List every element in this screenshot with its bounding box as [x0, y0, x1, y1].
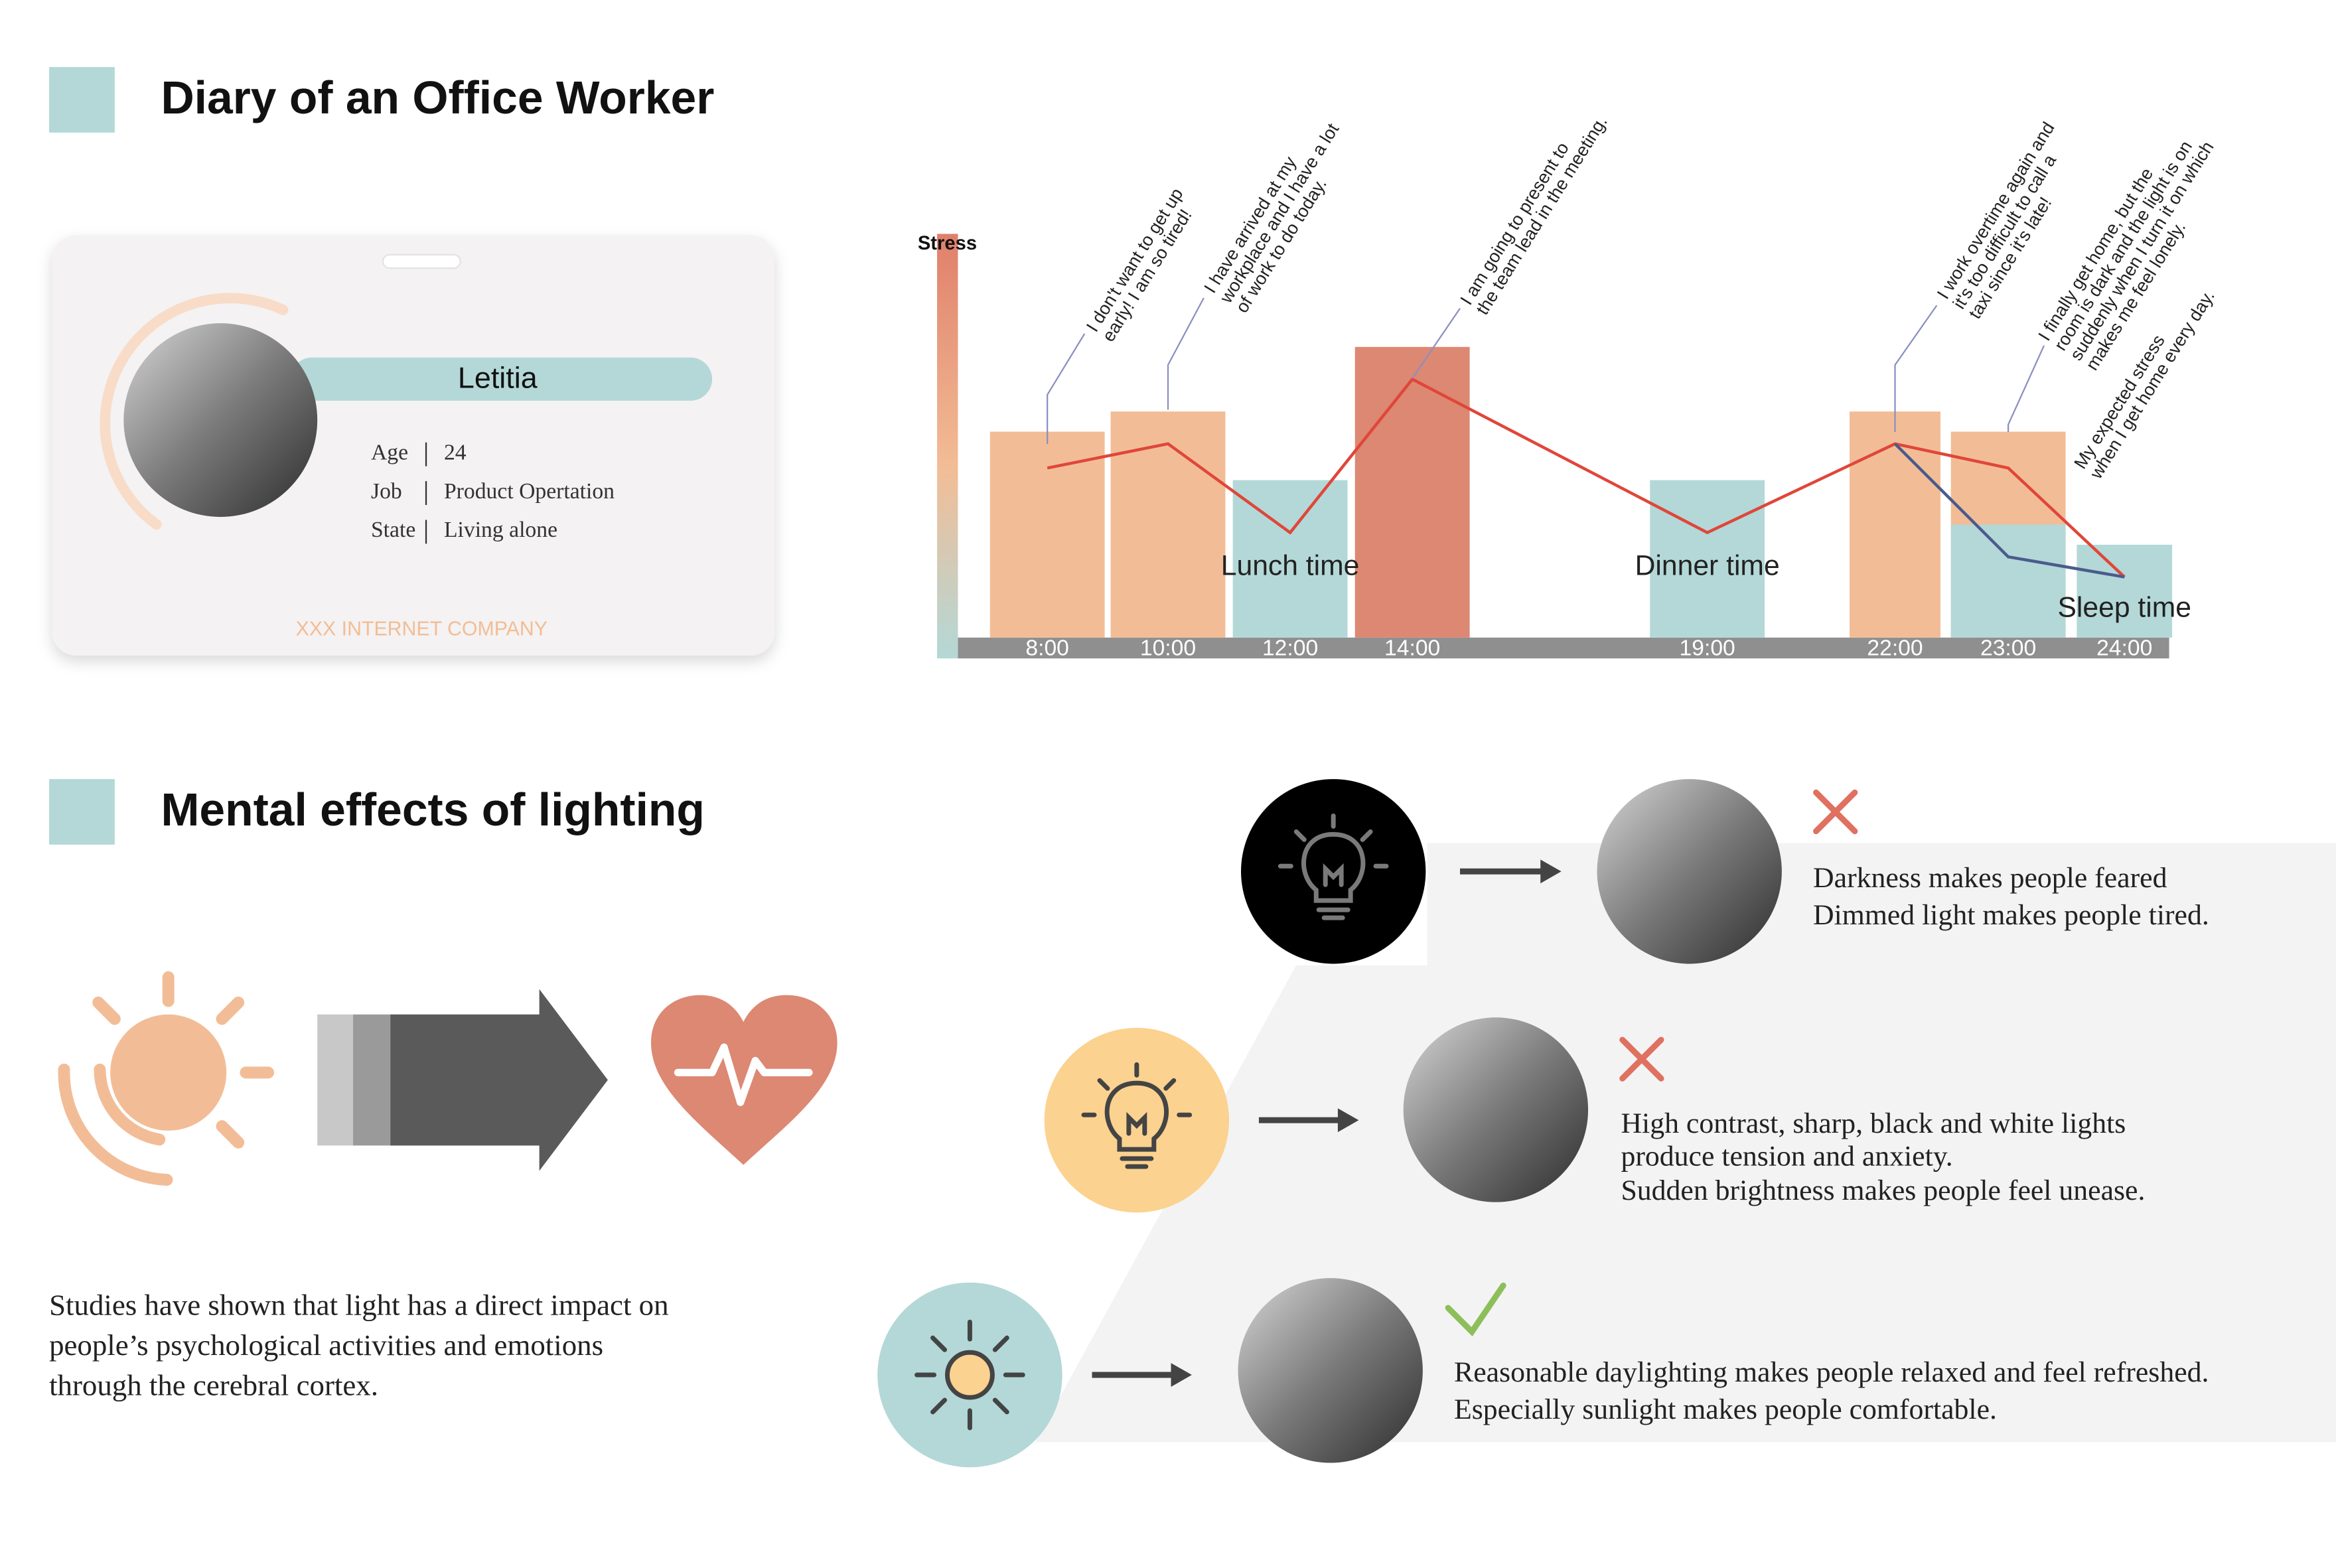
stress-line	[1893, 443, 2125, 579]
x-tick-label: 22:00	[1867, 636, 1923, 661]
row-text: Dimmed light makes people tired.	[1813, 899, 2209, 931]
sun-icon	[917, 1322, 1023, 1428]
name-bar	[290, 357, 713, 401]
note-text: I don't want to get upearly! I am so tir…	[1082, 184, 1203, 345]
bar	[989, 431, 1105, 638]
row-text: High contrast, sharp, black and white li…	[1621, 1107, 2126, 1139]
note-line: workplace and I have a lot	[1216, 119, 1343, 307]
row-text: produce tension and anxiety.	[1621, 1141, 1952, 1173]
bar	[1950, 524, 2066, 638]
row-text: Reasonable daylighting makes people rela…	[1454, 1356, 2209, 1388]
bar	[2077, 544, 2173, 638]
leader-line	[1412, 308, 1461, 379]
stress-line	[1047, 377, 2126, 579]
heart-icon	[651, 995, 838, 1165]
arrows	[1092, 859, 1562, 1388]
x-tick-label: 14:00	[1384, 636, 1440, 661]
id-card: Letitia Age 24 Job Product Opertation St…	[52, 235, 775, 656]
bar-annotation: Lunch time	[1221, 550, 1360, 582]
x-tick-label: 8:00	[1025, 636, 1069, 661]
leader-line	[1167, 297, 1204, 410]
stress-axis	[937, 234, 958, 659]
field-value: Product Opertation	[444, 479, 615, 504]
note-line: it's too difficult to call a	[1949, 151, 2060, 313]
note-text: I am going to present tothe team lead in…	[1457, 103, 1611, 319]
card-slot	[382, 253, 461, 269]
avatar-photo	[123, 323, 318, 517]
arrow-part	[353, 1014, 391, 1146]
card-name: Letitia	[458, 360, 538, 394]
note-line: I am going to present to	[1457, 139, 1573, 309]
note-text: I have arrived at myworkplace and I have…	[1200, 109, 1359, 317]
x-tick-label: 23:00	[1980, 636, 2036, 661]
bar	[1354, 346, 1470, 638]
time-axis	[958, 637, 2169, 659]
row-text: Especially sunlight makes people comfort…	[1454, 1393, 1997, 1425]
sun-icon	[110, 1014, 227, 1131]
field-label: State	[371, 518, 415, 542]
photo	[1403, 1017, 1589, 1202]
photo	[1597, 779, 1782, 964]
note-line: the team lead in the meeting.	[1472, 112, 1611, 318]
section-marker	[49, 67, 115, 133]
pulse-line	[674, 1043, 813, 1106]
avatar-arc	[100, 293, 289, 530]
note-text: I finally get home, but theroom is dark …	[2035, 118, 2234, 374]
arrow-part	[317, 1014, 354, 1146]
bar-annotation: Dinner time	[1635, 550, 1780, 582]
cross-icon	[1619, 1036, 1664, 1082]
arrow	[390, 989, 608, 1171]
dark-circle	[1241, 779, 1426, 964]
x-tick-label: 19:00	[1680, 636, 1735, 661]
y-axis-label: Stress	[918, 233, 977, 254]
stress-chart: Stress 8:00 10:00 12:00 14:00 19:00 22:00 23:0…	[918, 103, 2234, 661]
field-label: Age	[371, 440, 408, 464]
field-value: 24	[444, 440, 467, 464]
intro-text: through the cerebral cortex.	[49, 1369, 378, 1402]
x-tick-label: 24:00	[2096, 636, 2152, 661]
section-marker	[49, 779, 115, 845]
sun-rays	[58, 971, 275, 1186]
leader-line	[1894, 305, 1938, 433]
intro-text: people’s psychological activities and em…	[49, 1328, 603, 1362]
row-text: Darkness makes people feared	[1813, 862, 2167, 894]
card-company: XXX INTERNET COMPANY	[296, 618, 548, 640]
leader-line	[2007, 345, 2045, 433]
photo	[1238, 1278, 1423, 1463]
field-label: Job	[371, 479, 402, 504]
x-tick-label: 12:00	[1262, 636, 1318, 661]
section-title: Diary of an Office Worker	[161, 72, 714, 123]
row-text: Sudden brightness makes people feel unea…	[1621, 1175, 2145, 1206]
field-value: Living alone	[444, 518, 557, 542]
light-effect-icons	[58, 971, 838, 1186]
cross-icon	[1813, 789, 1858, 835]
intro-text: Studies have shown that light has a dire…	[49, 1288, 668, 1321]
bar-annotation: Sleep time	[2057, 591, 2191, 623]
x-tick-label: 10:00	[1140, 636, 1196, 661]
section-title: Mental effects of lighting	[161, 784, 704, 835]
bar	[1110, 411, 1226, 638]
bright-circle	[1044, 1027, 1230, 1213]
check-icon	[1445, 1282, 1506, 1336]
bar	[1650, 480, 1765, 638]
leader-line	[1047, 333, 1086, 444]
